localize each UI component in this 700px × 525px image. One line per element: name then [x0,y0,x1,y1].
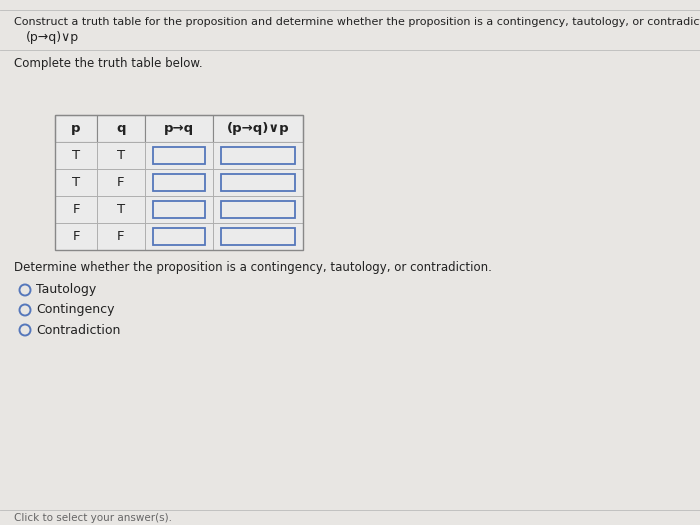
Bar [153,174,205,191]
Text: F: F [118,176,125,189]
Bar [153,201,205,218]
Text: Tautology: Tautology [36,284,97,297]
Bar [97,142,145,169]
Bar [97,115,145,142]
Bar [213,223,303,250]
Bar [153,228,205,245]
Bar [213,142,303,169]
Bar [221,147,295,164]
Bar [221,201,295,218]
Bar [55,196,97,223]
Text: Contradiction: Contradiction [36,323,120,337]
Bar [145,115,213,142]
Bar [213,115,303,142]
Text: F: F [118,230,125,243]
Bar [55,142,97,169]
Text: Construct a truth table for the proposition and determine whether the propositio: Construct a truth table for the proposit… [14,17,700,27]
Text: p→q: p→q [164,122,194,135]
Bar [55,115,97,142]
Bar [221,174,295,191]
Text: Click to select your answer(s).: Click to select your answer(s). [14,513,172,523]
Text: Contingency: Contingency [36,303,115,317]
Text: F: F [72,230,80,243]
Bar [145,142,213,169]
Bar [55,115,303,250]
Bar [145,223,213,250]
Bar [153,147,205,164]
Bar [97,196,145,223]
Text: T: T [72,176,80,189]
Bar [145,169,213,196]
Text: T: T [117,149,125,162]
Bar [221,228,295,245]
Bar [213,169,303,196]
Text: Determine whether the proposition is a contingency, tautology, or contradiction.: Determine whether the proposition is a c… [14,261,492,275]
Text: (p→q)∨p: (p→q)∨p [26,32,79,45]
Text: q: q [116,122,126,135]
Bar [213,196,303,223]
Text: (p→q)∨p: (p→q)∨p [227,122,289,135]
Bar [55,169,97,196]
Text: Complete the truth table below.: Complete the truth table below. [14,58,202,70]
Text: T: T [72,149,80,162]
Text: F: F [72,203,80,216]
Text: T: T [117,203,125,216]
Bar [97,223,145,250]
Bar [55,223,97,250]
Text: p: p [71,122,80,135]
Bar [145,196,213,223]
Bar [97,169,145,196]
